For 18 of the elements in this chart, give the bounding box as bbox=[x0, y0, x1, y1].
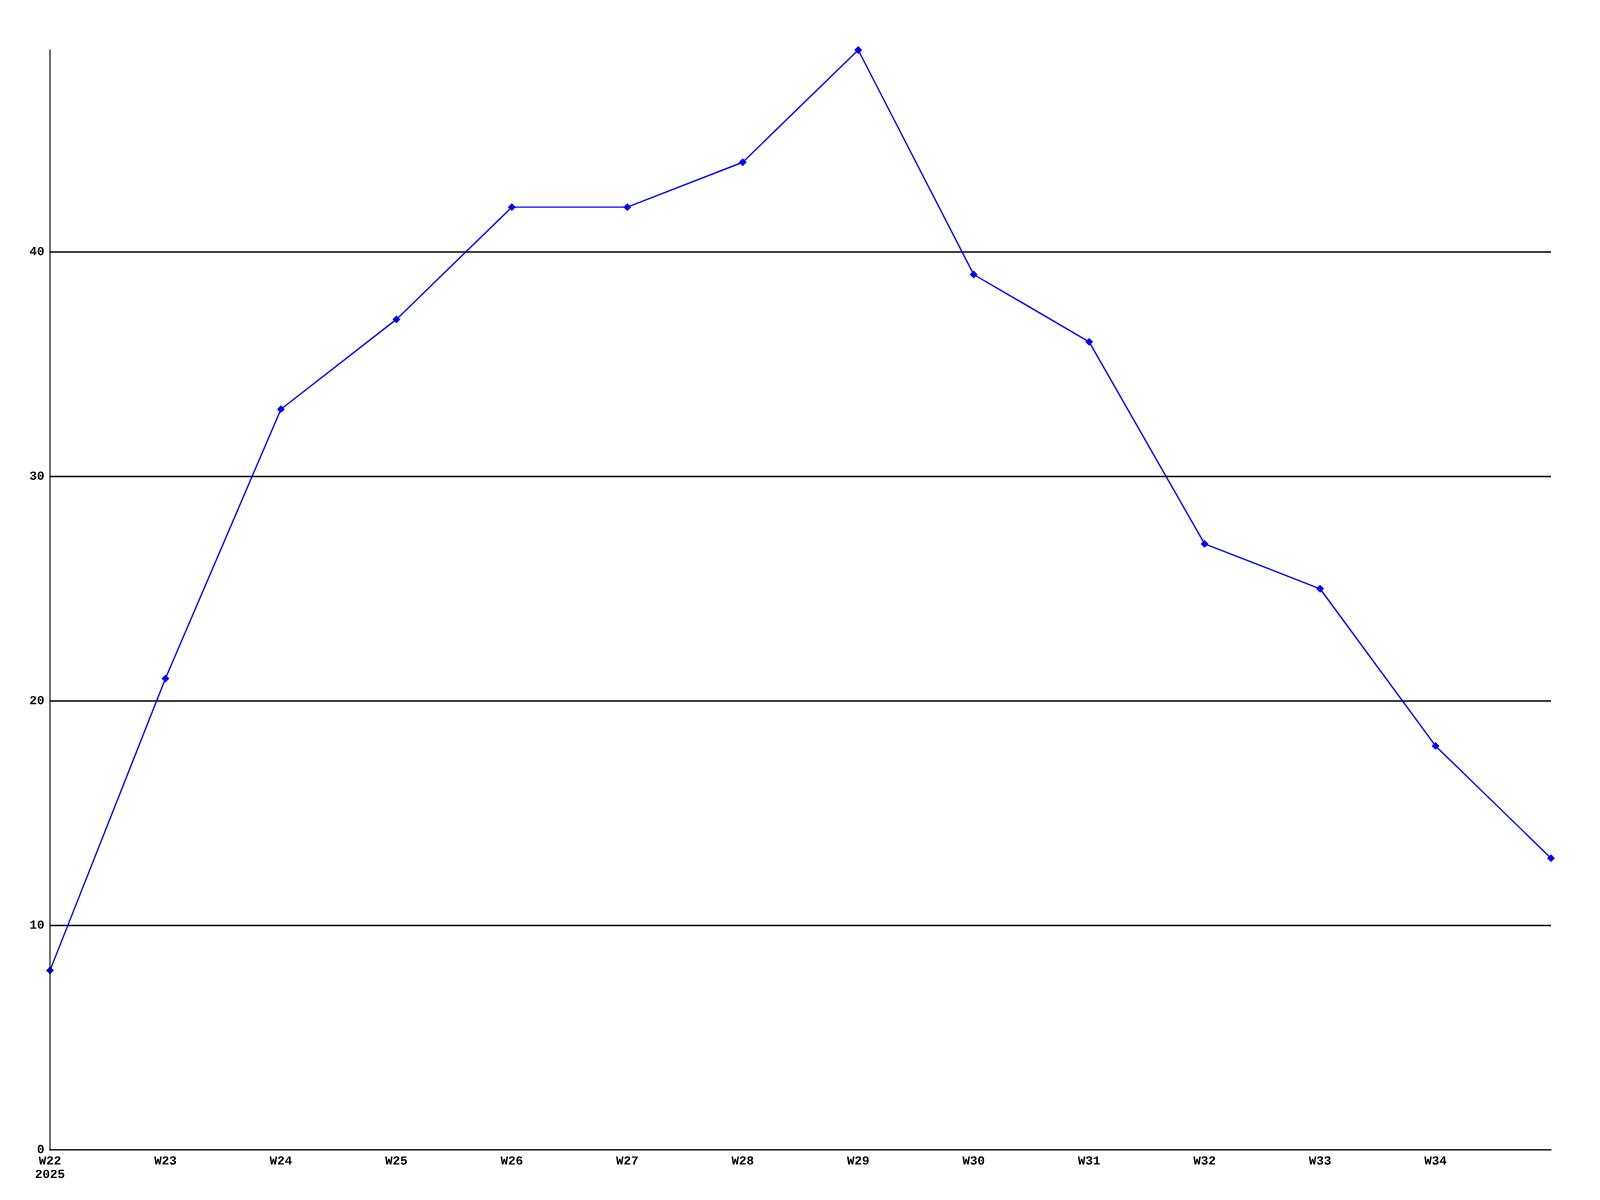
x-tick-label: W32 bbox=[1193, 1156, 1216, 1165]
x-tick-label: W28 bbox=[731, 1156, 754, 1165]
y-tick-label: 10 bbox=[30, 920, 44, 929]
x-tick-label: W30 bbox=[962, 1156, 985, 1165]
x-tick-label: W23 bbox=[154, 1156, 177, 1165]
y-tick-label: 0 bbox=[37, 1144, 44, 1154]
x-tick-label: W33 bbox=[1308, 1156, 1331, 1165]
x-tick-label: W34 bbox=[1424, 1156, 1447, 1165]
x-tick-label: W27 bbox=[616, 1156, 638, 1165]
x-tick-label: W26 bbox=[500, 1156, 523, 1165]
y-tick-label: 20 bbox=[30, 695, 44, 705]
y-tick-label: 40 bbox=[29, 246, 44, 256]
x-tick-label: W22 2025 bbox=[35, 1156, 65, 1179]
x-tick-label: W29 bbox=[846, 1156, 869, 1165]
x-tick-label: W31 bbox=[1077, 1156, 1100, 1165]
x-tick-label: W25 bbox=[385, 1156, 407, 1165]
y-tick-label: 30 bbox=[30, 471, 44, 480]
x-tick-label: W24 bbox=[269, 1156, 292, 1165]
